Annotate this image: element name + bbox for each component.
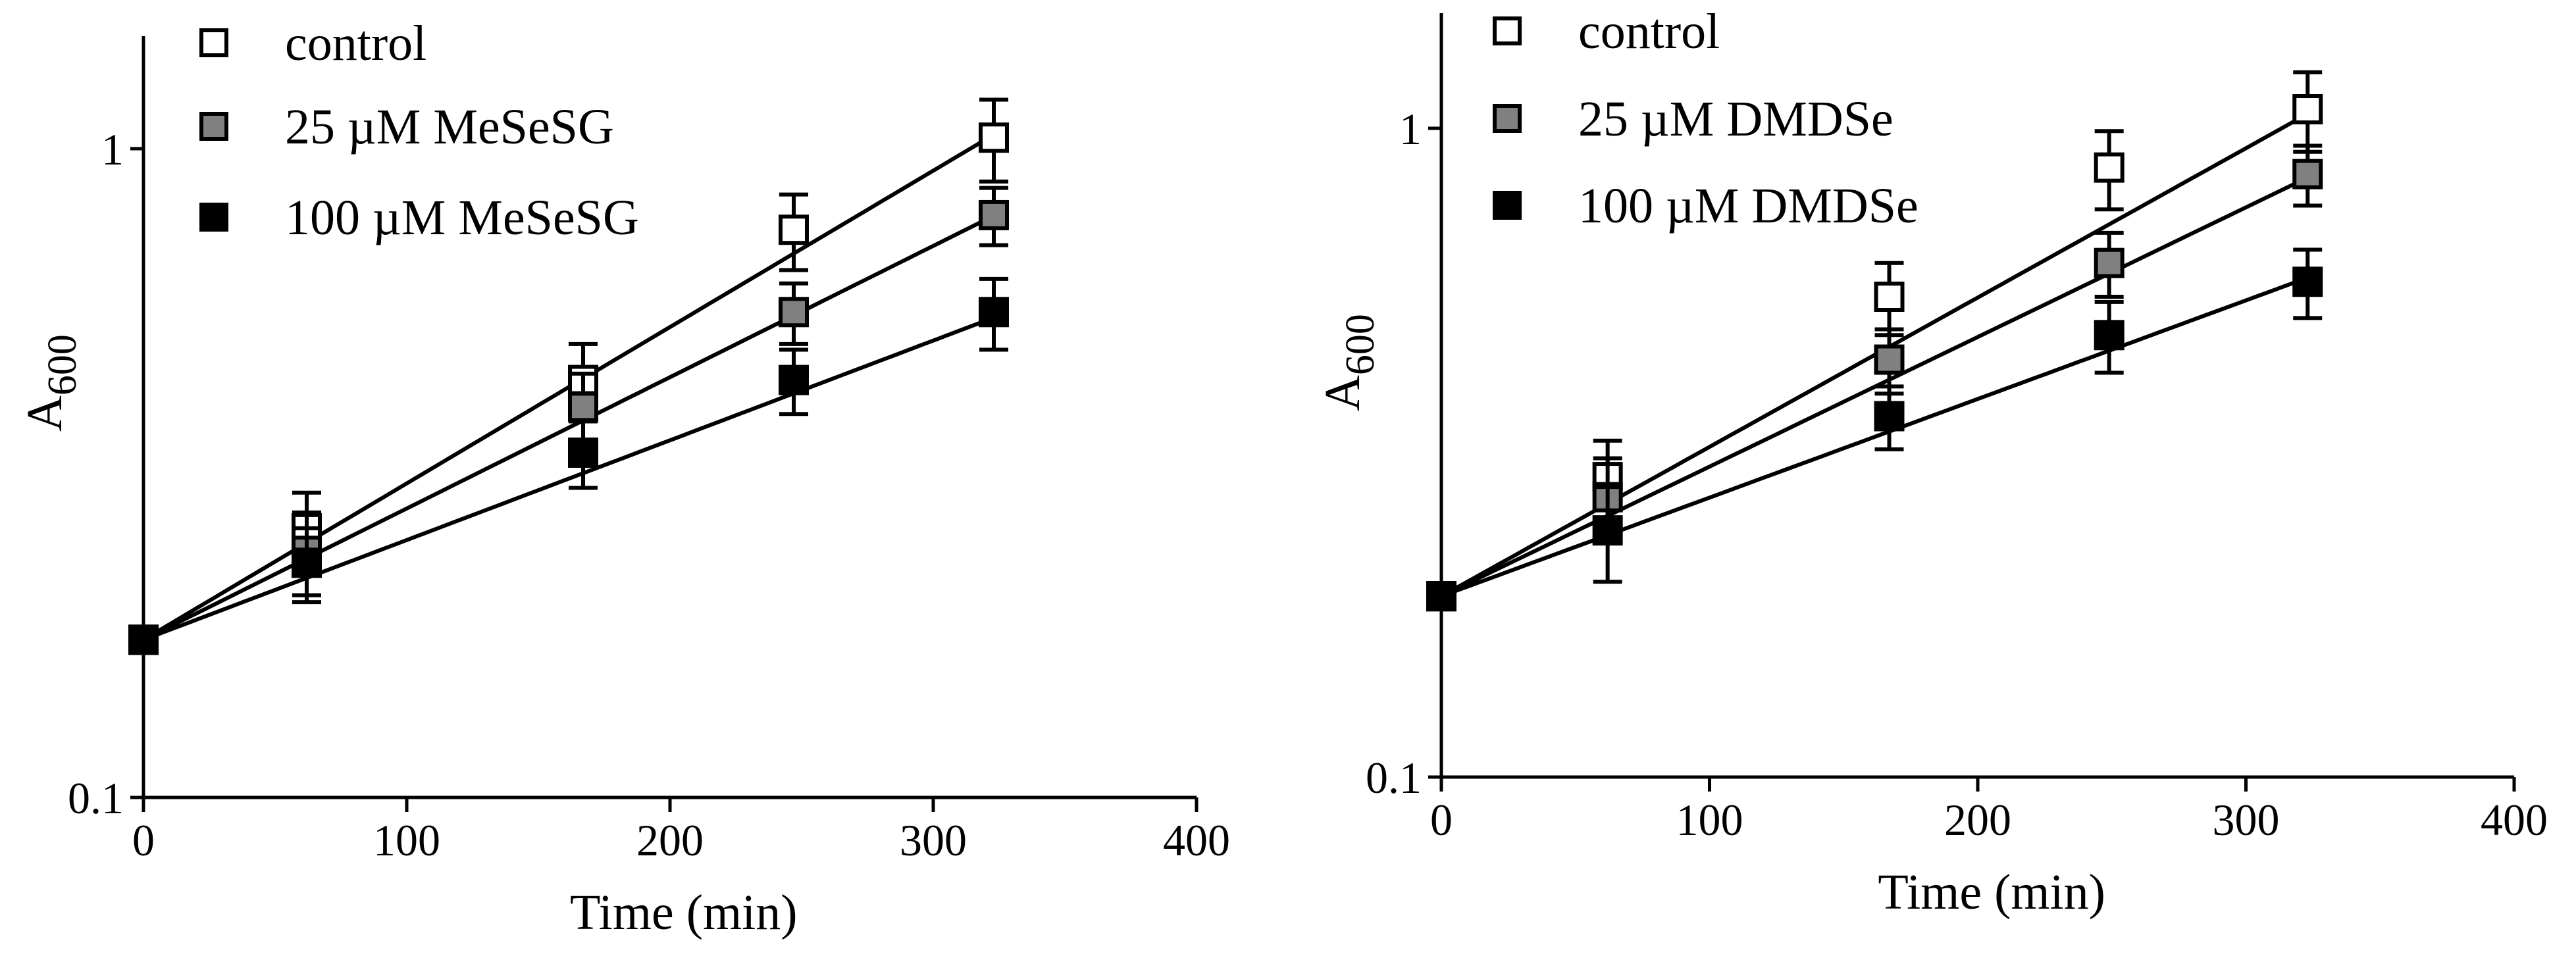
series-0 bbox=[1426, 70, 2323, 612]
data-point bbox=[1874, 344, 1905, 375]
x-tick-label: 300 bbox=[2213, 795, 2280, 845]
legend-marker bbox=[199, 112, 228, 141]
x-axis-label: Time (min) bbox=[570, 885, 798, 940]
y-axis-label-main: A bbox=[1315, 375, 1370, 411]
data-point bbox=[568, 391, 598, 422]
y-tick-label: 0.1 bbox=[1366, 753, 1422, 803]
legend-marker bbox=[1493, 191, 1522, 220]
series-0 bbox=[128, 97, 1009, 655]
data-point bbox=[2292, 266, 2323, 297]
legend-label: 25 µM MeSeSG bbox=[285, 99, 614, 155]
y-tick-label: 0.1 bbox=[68, 773, 124, 823]
x-tick-label: 100 bbox=[373, 815, 440, 865]
legend-marker bbox=[1493, 104, 1522, 133]
data-point bbox=[1592, 515, 1623, 546]
data-point bbox=[568, 437, 598, 468]
fit-line bbox=[142, 214, 995, 642]
x-tick-label: 300 bbox=[900, 815, 967, 865]
x-axis-label: Time (min) bbox=[1878, 865, 2105, 920]
data-point bbox=[2292, 159, 2323, 189]
data-point bbox=[128, 624, 159, 655]
x-tick-label: 100 bbox=[1676, 795, 1743, 845]
fit-line bbox=[1440, 276, 2309, 598]
data-point bbox=[292, 547, 322, 578]
data-point bbox=[979, 199, 1009, 230]
series-2 bbox=[1426, 247, 2323, 612]
data-point bbox=[779, 365, 809, 395]
data-point bbox=[2094, 247, 2125, 278]
legend-marker bbox=[199, 203, 228, 232]
legend-label: 100 µM DMDSe bbox=[1578, 178, 1919, 234]
y-tick-label: 1 bbox=[101, 124, 124, 174]
data-point bbox=[979, 297, 1009, 328]
data-point bbox=[1426, 581, 1456, 612]
legend-marker bbox=[1493, 16, 1522, 45]
data-point bbox=[2094, 320, 2125, 351]
x-tick-label: 200 bbox=[636, 815, 704, 865]
data-point bbox=[779, 297, 809, 328]
data-point bbox=[2292, 94, 2323, 125]
y-tick-label: 1 bbox=[1399, 104, 1422, 154]
data-point bbox=[1874, 401, 1905, 432]
legend-label: 100 µM MeSeSG bbox=[285, 190, 639, 245]
data-point bbox=[2094, 152, 2125, 183]
legend-label: control bbox=[1578, 4, 1720, 59]
chart-panel-left: 0 100 200 300 400 0.1 1 Time (min) A600 control 25… bbox=[17, 16, 1230, 940]
legend-label: control bbox=[285, 16, 426, 71]
legend-marker bbox=[199, 28, 228, 57]
x-tick-label: 400 bbox=[1163, 815, 1230, 865]
data-point bbox=[779, 214, 809, 245]
x-tick-label: 0 bbox=[1430, 795, 1453, 845]
x-tick-label: 200 bbox=[1944, 795, 2011, 845]
data-point bbox=[1874, 282, 1905, 313]
y-axis-label: A600 bbox=[1315, 314, 1383, 411]
x-tick-label: 0 bbox=[132, 815, 155, 865]
y-axis-label-subscript: 600 bbox=[40, 334, 85, 395]
fit-line bbox=[1440, 176, 2309, 598]
data-point bbox=[979, 122, 1009, 153]
legend-label: 25 µM DMDSe bbox=[1578, 91, 1893, 147]
x-tick-label: 400 bbox=[2481, 795, 2548, 845]
y-axis-label-subscript: 600 bbox=[1338, 314, 1383, 375]
series-2 bbox=[128, 276, 1009, 655]
y-axis-label: A600 bbox=[17, 334, 85, 432]
fit-line bbox=[142, 315, 995, 642]
y-axis-label-main: A bbox=[17, 395, 72, 432]
chart-panel-right: 0 100 200 300 400 0.1 1 Time (min) A600 control 25… bbox=[1315, 4, 2548, 920]
